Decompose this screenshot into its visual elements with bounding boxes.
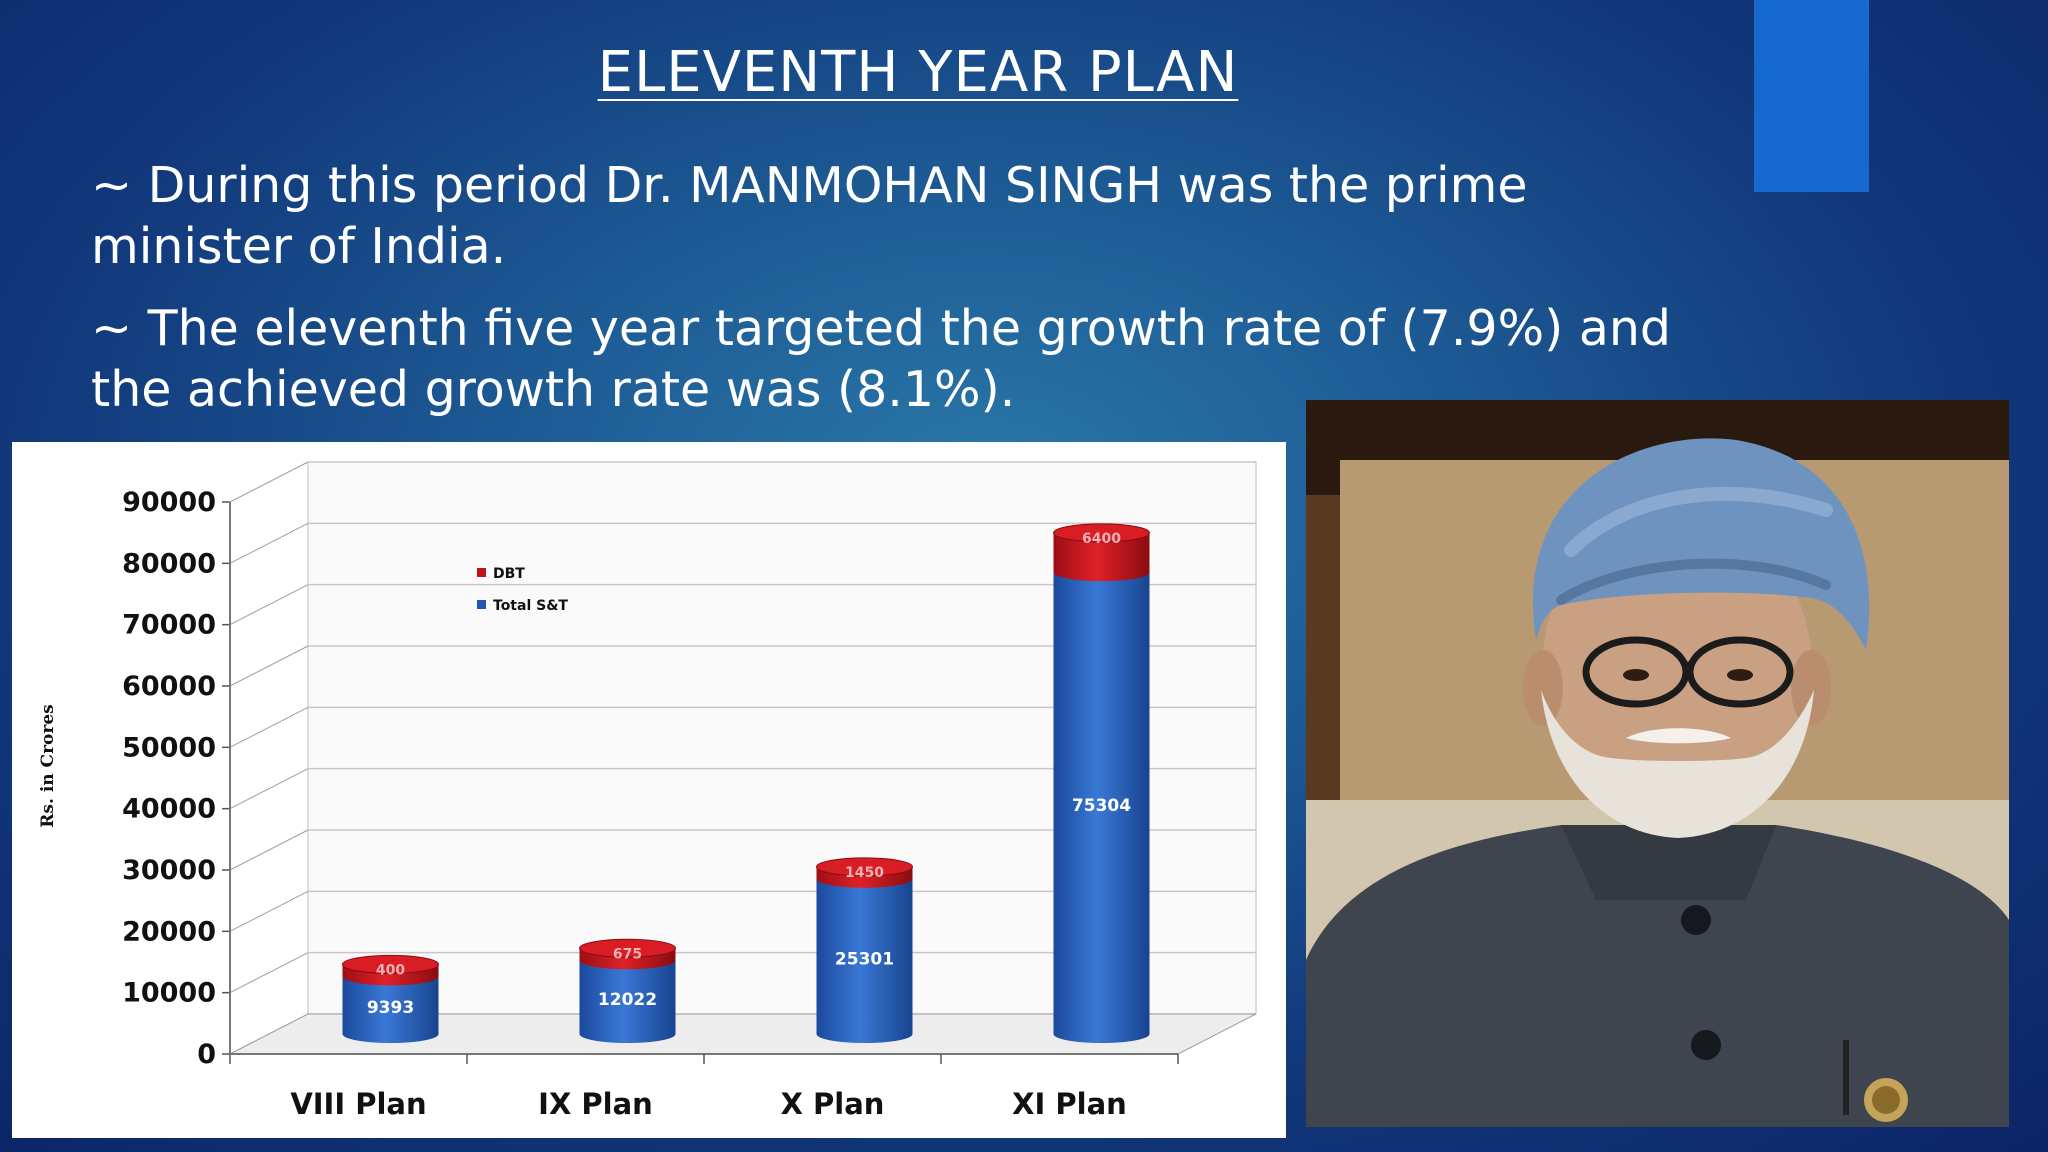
gridline-diagonal bbox=[229, 461, 309, 503]
bullet-growth-rate: ~ The eleventh five year targeted the gr… bbox=[91, 300, 1672, 418]
legend-swatch-total bbox=[477, 600, 486, 609]
y-tick-label: 40000 bbox=[122, 794, 216, 825]
data-label-total: 75304 bbox=[1072, 796, 1131, 816]
data-label-dbt: 6400 bbox=[1082, 531, 1121, 547]
legend-label-total: Total S&T bbox=[493, 598, 568, 614]
bar-total-s-and-t bbox=[816, 878, 913, 1043]
data-label-total: 9393 bbox=[367, 998, 414, 1018]
bar-dbt-top bbox=[342, 954, 439, 974]
y-tick-label: 60000 bbox=[122, 671, 216, 702]
y-tick-label: 10000 bbox=[122, 978, 216, 1009]
bar-dbt bbox=[1053, 532, 1150, 582]
y-tick-label: 50000 bbox=[122, 732, 216, 763]
x-category-label: XI Plan bbox=[1012, 1087, 1127, 1121]
y-tick-label: 70000 bbox=[122, 610, 216, 641]
x-category-label: IX Plan bbox=[538, 1087, 653, 1121]
gridline-diagonal bbox=[229, 584, 309, 626]
bar-dbt-top bbox=[816, 857, 913, 877]
legend-swatch-dbt bbox=[477, 568, 486, 577]
accent-bar bbox=[1754, 0, 1869, 192]
data-label-dbt: 1450 bbox=[845, 865, 884, 881]
gridline-diagonal bbox=[229, 768, 309, 810]
bar-total-s-and-t bbox=[342, 976, 439, 1043]
y-tick-label: 30000 bbox=[122, 855, 216, 886]
manmohan-singh-photo bbox=[1306, 400, 2009, 1127]
gridline-diagonal bbox=[229, 522, 309, 564]
bullet-prime-minister: ~ During this period Dr. MANMOHAN SINGH … bbox=[91, 157, 1528, 275]
x-category-label: X Plan bbox=[781, 1087, 885, 1121]
x-category-label: VIII Plan bbox=[290, 1087, 426, 1121]
gridline-diagonal bbox=[229, 890, 309, 932]
chart-legend: DBT Total S&T bbox=[477, 566, 568, 614]
portrait-illustration bbox=[1306, 400, 2009, 1127]
bar-total-s-and-t bbox=[579, 960, 676, 1043]
data-label-total: 12022 bbox=[598, 990, 657, 1010]
legend-label-dbt: DBT bbox=[493, 566, 525, 582]
y-tick-label: 80000 bbox=[122, 548, 216, 579]
bar-dbt-top bbox=[1053, 523, 1150, 543]
y-tick-label: 0 bbox=[197, 1039, 216, 1070]
bar-chart: 0 10000 20000 30000 40000 50000 60000 70000 8000… bbox=[38, 461, 1257, 1121]
bar-total-s-and-t bbox=[1053, 572, 1150, 1043]
data-label-dbt: 675 bbox=[613, 946, 642, 962]
gridline-diagonal bbox=[229, 952, 309, 994]
bar-dbt-top bbox=[579, 938, 676, 958]
y-tick-label: 20000 bbox=[122, 916, 216, 947]
data-label-dbt: 400 bbox=[376, 962, 405, 978]
gridline-diagonal bbox=[229, 706, 309, 748]
data-label-total: 25301 bbox=[835, 949, 894, 969]
slide-title: ELEVENTH YEAR PLAN bbox=[597, 40, 1239, 105]
y-tick-label: 90000 bbox=[122, 487, 216, 518]
gridline-diagonal bbox=[229, 829, 309, 871]
chart-panel: 0 10000 20000 30000 40000 50000 60000 70000 8000… bbox=[12, 442, 1286, 1138]
y-axis-title: Rs. in Crores bbox=[38, 704, 58, 827]
gridline-diagonal bbox=[229, 645, 309, 687]
